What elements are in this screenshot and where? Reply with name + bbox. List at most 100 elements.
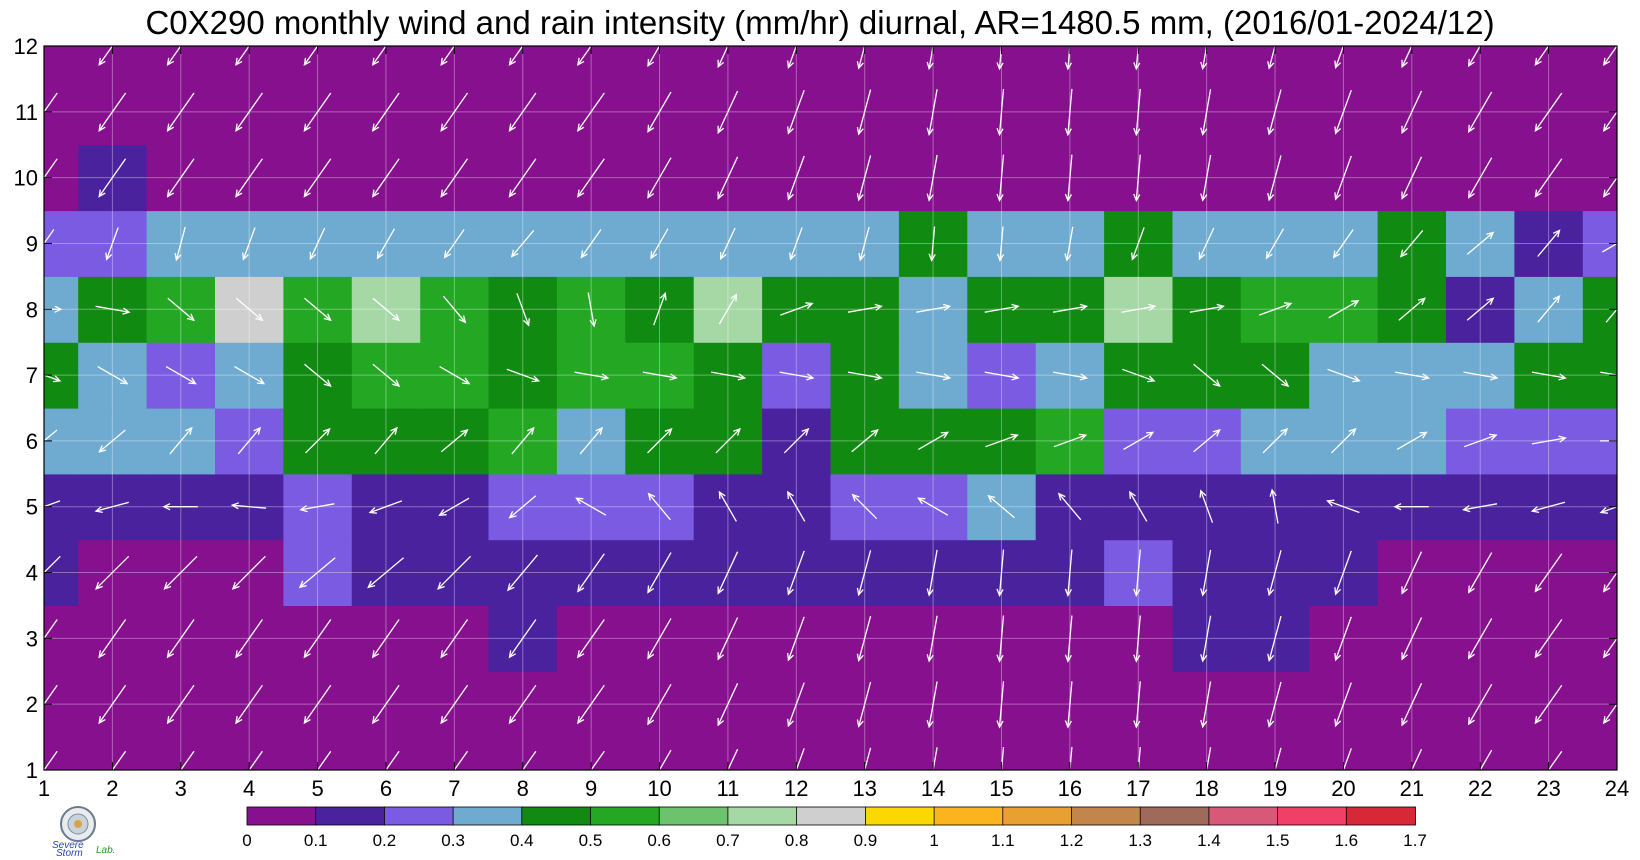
wind-arrow (580, 229, 602, 259)
wind-arrow (1537, 229, 1561, 257)
wind-arrow (1053, 433, 1088, 448)
wind-arrow (303, 92, 332, 132)
colorbar-swatch (796, 806, 867, 826)
wind-arrow (851, 429, 879, 453)
wind-arrow (1133, 88, 1141, 137)
wind-arrow (1534, 158, 1563, 198)
wind-arrow (511, 426, 535, 455)
wind-arrow (1205, 747, 1212, 770)
x-tick-label: 7 (448, 776, 460, 801)
x-tick-label: 4 (243, 776, 255, 801)
x-tick-label: 13 (852, 776, 876, 801)
wind-arrow (1600, 371, 1617, 376)
wind-arrow (44, 555, 61, 574)
wind-arrow (715, 427, 741, 454)
wind-arrow (926, 89, 938, 136)
colorbar-label: 1.3 (1128, 831, 1152, 850)
wind-arrow (508, 684, 537, 725)
wind-arrow (1057, 492, 1082, 521)
wind-arrow (1531, 435, 1567, 445)
wind-arrow (1328, 300, 1360, 319)
wind-arrow (1064, 615, 1073, 663)
rain-intensity-heatmap (44, 46, 1617, 770)
wind-arrow (440, 429, 469, 453)
wind-arrow (787, 682, 805, 728)
x-tick-label: 12 (784, 776, 808, 801)
wind-arrow (1200, 89, 1212, 136)
colorbar-swatch (1208, 806, 1279, 826)
wind-arrow (1602, 110, 1617, 132)
wind-arrow (718, 490, 737, 522)
wind-arrow (1199, 489, 1214, 523)
wind-arrow (789, 227, 803, 261)
wind-arrow (438, 497, 470, 516)
wind-arrow (779, 371, 815, 381)
x-tick-label: 3 (175, 776, 187, 801)
wind-arrow (650, 228, 669, 260)
colorbar-label: 0.3 (441, 831, 465, 850)
wind-arrow (590, 750, 605, 770)
wind-arrow (303, 684, 332, 725)
wind-arrow (647, 618, 672, 660)
wind-arrow (1000, 747, 1005, 770)
wind-arrow (717, 683, 739, 727)
colorbar-swatch (1071, 806, 1142, 826)
wind-arrow (443, 229, 465, 259)
wind-arrow (1599, 506, 1617, 514)
wind-arrow (1334, 682, 1352, 728)
wind-arrow (847, 303, 883, 313)
wind-arrow (235, 92, 263, 132)
wind-arrow (1601, 242, 1617, 253)
x-tick-label: 23 (1536, 776, 1560, 801)
wind-arrow (1602, 703, 1617, 725)
wind-arrow (440, 619, 469, 659)
wind-arrow (453, 750, 469, 770)
wind-arrow (44, 158, 58, 179)
wind-arrow (521, 750, 537, 770)
wind-arrow (98, 158, 127, 198)
wind-arrow (577, 619, 605, 659)
x-tick-label: 1 (38, 776, 50, 801)
colorbar-label: 1.2 (1060, 831, 1084, 850)
heatmap-cell (1582, 46, 1617, 80)
wind-arrow (1327, 368, 1361, 383)
wind-arrow (856, 89, 872, 136)
wind-arrow (787, 490, 806, 522)
wind-arrow (1393, 503, 1429, 511)
wind-arrow (1133, 154, 1141, 202)
wind-arrow (1467, 618, 1493, 660)
x-tick-label: 20 (1331, 776, 1355, 801)
wind-arrow (1401, 617, 1423, 661)
wind-arrow (577, 553, 605, 593)
wind-arrow (1267, 155, 1282, 202)
x-tick-label: 18 (1194, 776, 1218, 801)
wind-arrow (647, 492, 671, 521)
wind-arrow (1189, 303, 1225, 313)
x-tick-label: 6 (380, 776, 392, 801)
wind-arrow (235, 158, 263, 198)
wind-arrow (174, 226, 186, 262)
x-tick-label: 9 (585, 776, 597, 801)
wind-arrow (1200, 681, 1212, 729)
wind-arrow (577, 684, 605, 725)
colorbar-swatch (865, 806, 936, 826)
wind-arrow (169, 426, 193, 455)
wind-arrow (1200, 615, 1212, 663)
colorbar-swatch (590, 806, 661, 826)
wind-arrow (44, 305, 63, 313)
wind-arrow (1463, 433, 1498, 448)
wind-arrow (508, 158, 537, 198)
wind-arrow (1334, 89, 1352, 135)
wind-arrow (98, 429, 126, 453)
wind-arrow (1600, 440, 1617, 442)
wind-arrow (1267, 46, 1276, 70)
y-tick-label: 4 (26, 561, 38, 586)
wind-arrow (856, 46, 866, 70)
wind-arrow (1064, 88, 1073, 137)
wind-arrow (180, 750, 195, 770)
colorbar-swatch (1002, 806, 1073, 826)
wind-arrow (858, 226, 870, 262)
wind-arrow (1121, 303, 1157, 313)
wind-arrow (642, 371, 678, 381)
wind-arrow (1200, 154, 1212, 202)
